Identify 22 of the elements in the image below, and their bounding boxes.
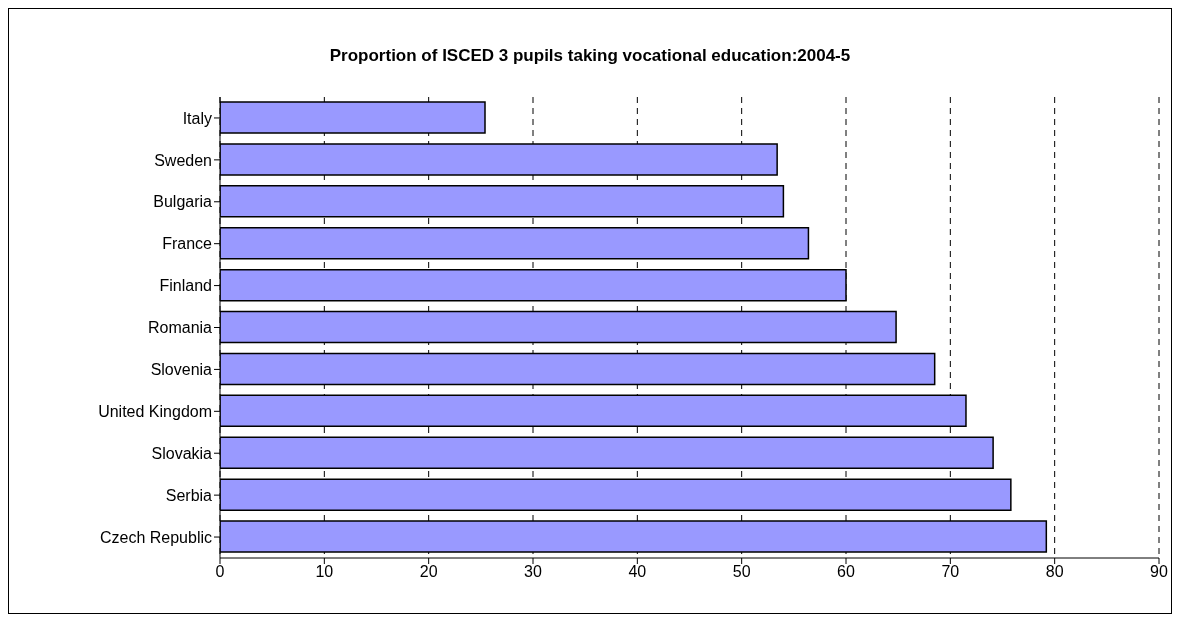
- y-tick-label: Slovakia: [151, 444, 213, 462]
- y-tick-label: Bulgaria: [153, 193, 213, 211]
- x-tick-label: 50: [732, 563, 751, 581]
- y-tick-label: France: [162, 235, 213, 253]
- chart-title: Proportion of ISCED 3 pupils taking vocational education:2004-5: [328, 46, 852, 66]
- y-tick-label: Italy: [182, 109, 212, 127]
- y-tick-label: Czech Republic: [99, 528, 212, 546]
- y-tick-label: Romania: [147, 319, 213, 337]
- y-tick-label: Serbia: [165, 486, 213, 504]
- x-tick-label: 80: [1045, 563, 1064, 581]
- x-tick-label: 10: [315, 563, 334, 581]
- x-tick-label: 0: [215, 563, 225, 581]
- y-tick-label: Sweden: [154, 151, 212, 169]
- x-tick-label: 90: [1150, 563, 1168, 581]
- x-tick-label: 20: [419, 563, 438, 581]
- x-tick-label: 40: [628, 563, 647, 581]
- y-tick-label: Finland: [159, 277, 212, 295]
- y-tick-label: Slovenia: [150, 361, 213, 379]
- y-tick-label: United Kingdom: [98, 403, 212, 420]
- x-tick-label: 60: [837, 563, 855, 581]
- x-tick-label: 70: [941, 563, 960, 581]
- x-tick-label: 30: [524, 563, 542, 581]
